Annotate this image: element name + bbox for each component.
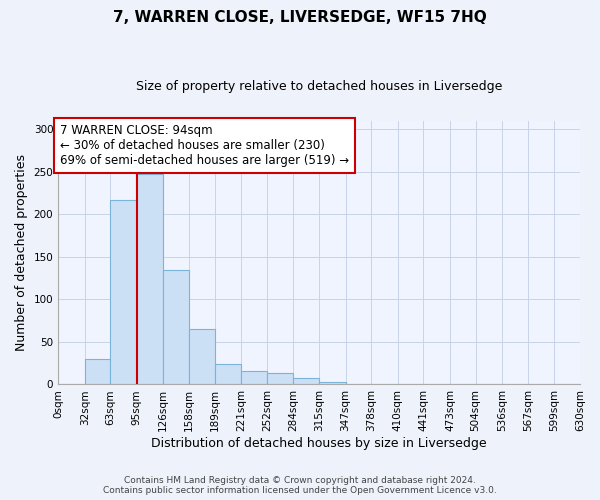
Bar	[293, 378, 319, 384]
Bar	[215, 364, 241, 384]
Bar	[267, 374, 293, 384]
Text: Contains HM Land Registry data © Crown copyright and database right 2024.
Contai: Contains HM Land Registry data © Crown c…	[103, 476, 497, 495]
Bar	[137, 174, 163, 384]
Bar	[163, 270, 189, 384]
Text: 7, WARREN CLOSE, LIVERSEDGE, WF15 7HQ: 7, WARREN CLOSE, LIVERSEDGE, WF15 7HQ	[113, 10, 487, 25]
Bar	[85, 359, 110, 384]
Bar	[189, 329, 215, 384]
Bar	[241, 371, 267, 384]
Text: 7 WARREN CLOSE: 94sqm
← 30% of detached houses are smaller (230)
69% of semi-det: 7 WARREN CLOSE: 94sqm ← 30% of detached …	[60, 124, 349, 167]
Bar	[110, 200, 137, 384]
Title: Size of property relative to detached houses in Liversedge: Size of property relative to detached ho…	[136, 80, 502, 93]
X-axis label: Distribution of detached houses by size in Liversedge: Distribution of detached houses by size …	[151, 437, 487, 450]
Y-axis label: Number of detached properties: Number of detached properties	[15, 154, 28, 351]
Bar	[319, 382, 346, 384]
